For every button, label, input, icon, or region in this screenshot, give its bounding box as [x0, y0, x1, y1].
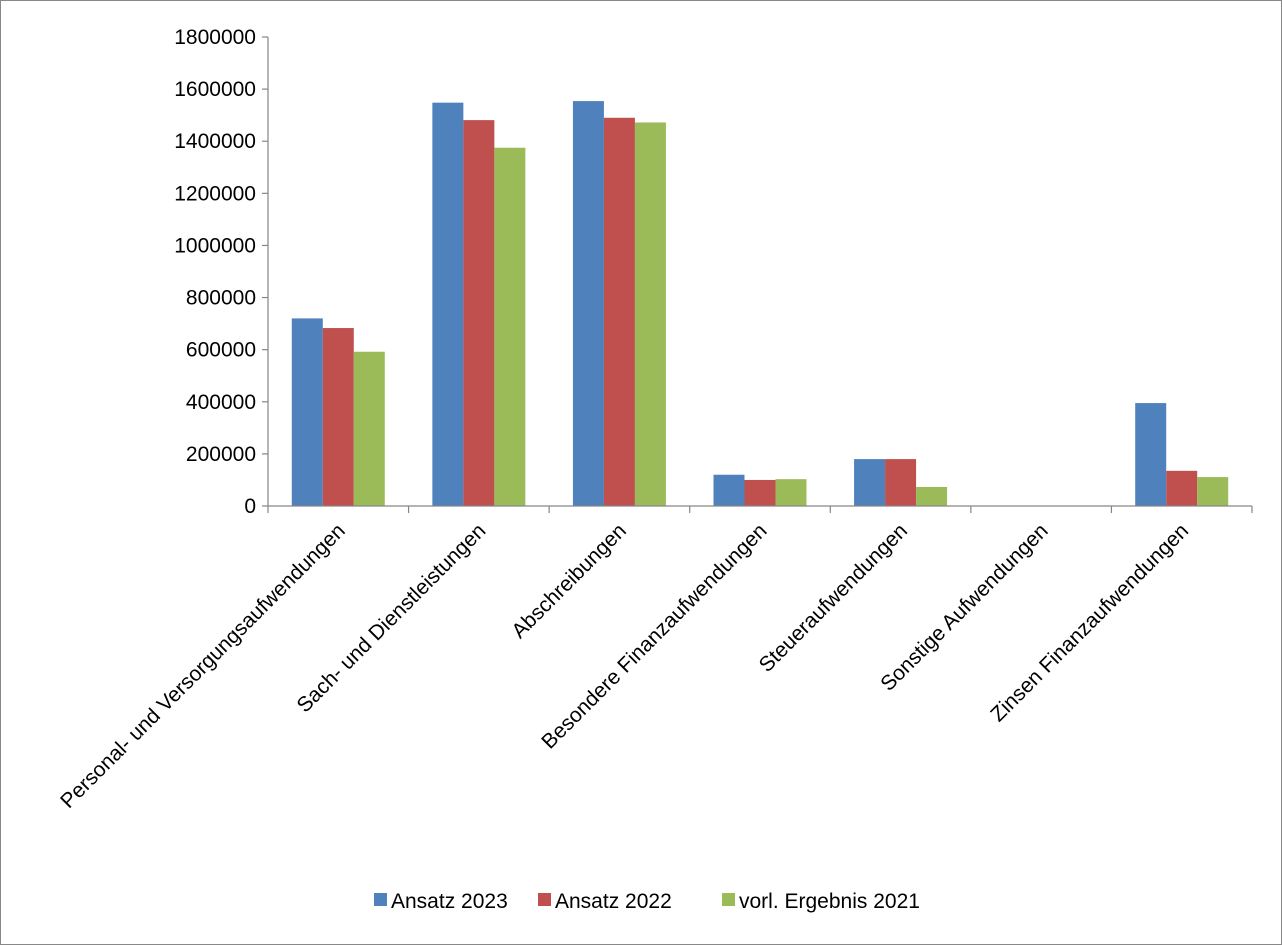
y-axis: 0 200000 400000 600000 800000 1000000 1200000 1…: [174, 26, 269, 518]
y-tick-label: 0: [244, 495, 256, 518]
bar: [572, 101, 604, 506]
bar: [463, 120, 495, 507]
legend-label: vorl. Ergebnis 2021: [739, 890, 920, 913]
bar: [744, 479, 776, 506]
legend-label: Ansatz 2022: [555, 890, 672, 913]
bar: [885, 459, 917, 506]
bar: [1135, 403, 1167, 506]
legend: Ansatz 2023 Ansatz 2022 vorl. Ergebnis 202…: [374, 890, 920, 913]
bar: [1166, 470, 1198, 506]
y-tick-label: 400000: [186, 391, 256, 414]
y-tick-label: 800000: [186, 287, 256, 310]
y-tick-label: 1600000: [174, 78, 256, 101]
legend-swatch: [722, 893, 735, 906]
bar: [1197, 477, 1229, 506]
y-tick-label: 1200000: [174, 182, 256, 205]
y-tick-label: 1000000: [174, 234, 256, 257]
legend-label: Ansatz 2023: [391, 890, 508, 913]
bar: [432, 102, 464, 506]
legend-swatch: [538, 893, 551, 906]
bar: [291, 318, 323, 506]
bar: [713, 474, 745, 506]
y-tick-label: 200000: [186, 443, 256, 466]
bar: [494, 147, 526, 506]
bar: [634, 122, 666, 506]
bars: [291, 101, 1229, 507]
bar: [854, 459, 886, 506]
bar: [353, 351, 385, 506]
y-tick-label: 600000: [186, 339, 256, 362]
bar: [775, 479, 807, 506]
bar: [322, 328, 354, 506]
y-tick-label: 1400000: [174, 130, 256, 153]
legend-swatch: [374, 893, 387, 906]
bar: [603, 117, 635, 507]
bar: [916, 486, 948, 506]
y-tick-label: 1800000: [174, 26, 256, 49]
